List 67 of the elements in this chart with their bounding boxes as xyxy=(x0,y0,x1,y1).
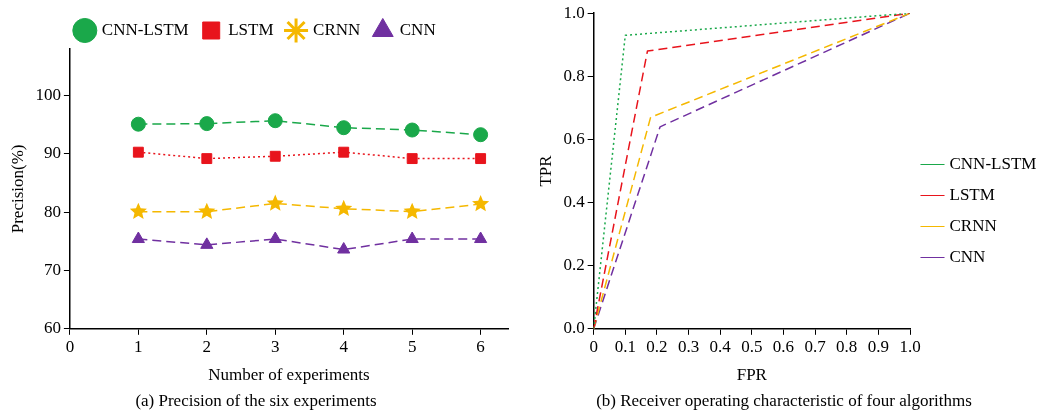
y-tick-label: 80 xyxy=(43,201,61,221)
point xyxy=(130,116,146,132)
x-tick-label: 5 xyxy=(407,337,417,357)
point xyxy=(268,231,282,244)
point xyxy=(199,116,215,132)
point xyxy=(269,150,281,162)
point xyxy=(266,194,284,211)
x-tick-label: 0.8 xyxy=(836,337,858,357)
legend-label: CRNN xyxy=(949,215,997,235)
text: (b) Receiver operating characteristic of four algorithms xyxy=(596,391,972,411)
legend-label: CNN xyxy=(399,19,436,39)
legend-label: CRNN xyxy=(313,19,361,39)
legend-label: LSTM xyxy=(949,184,995,204)
x-tick-label: 0.1 xyxy=(614,337,636,357)
point xyxy=(472,195,490,212)
x-tick-label: 4 xyxy=(339,337,349,357)
point xyxy=(474,231,488,244)
point xyxy=(132,146,144,158)
y-tick-label: 0.0 xyxy=(563,318,585,338)
point xyxy=(198,202,216,219)
text: (a) Precision of the six experiments xyxy=(135,391,377,411)
point xyxy=(201,153,213,165)
point xyxy=(473,127,489,143)
x-tick-label: 2 xyxy=(202,337,212,357)
x-tick-label: 6 xyxy=(476,337,485,357)
point xyxy=(200,237,214,249)
legend-label: CNN xyxy=(949,246,986,266)
x-tick-label: 3 xyxy=(271,337,280,357)
x-tick-label: 0.6 xyxy=(772,337,795,357)
point xyxy=(129,202,147,219)
point xyxy=(131,231,145,244)
legend-label: LSTM xyxy=(228,19,274,39)
x-tick-label: 0.7 xyxy=(804,337,827,357)
point xyxy=(336,120,352,136)
point xyxy=(405,231,419,244)
point xyxy=(404,122,420,138)
x-tick-label: 0.3 xyxy=(677,337,700,357)
legend-label: CNN-LSTM xyxy=(949,153,1037,173)
y-tick-label: 0.2 xyxy=(563,255,585,275)
y-axis-title: Precision(%) xyxy=(7,144,27,234)
x-tick-label: 0 xyxy=(65,337,75,357)
x-tick-label: 1 xyxy=(134,337,143,357)
x-tick-label: 1.0 xyxy=(899,337,921,357)
point xyxy=(475,153,487,165)
point xyxy=(267,113,283,129)
point xyxy=(406,153,418,165)
point xyxy=(337,242,351,254)
y-tick-label: 0.4 xyxy=(563,192,586,212)
y-tick-label: 0.6 xyxy=(563,128,585,148)
y-tick-label: 70 xyxy=(43,259,61,279)
x-axis-title: FPR xyxy=(736,364,768,384)
point xyxy=(335,199,353,216)
point xyxy=(403,202,421,219)
x-tick-label: 0.5 xyxy=(741,337,763,357)
x-tick-label: 0.4 xyxy=(709,337,732,357)
x-axis-title: Number of experiments xyxy=(208,364,370,384)
y-tick-label: 0.8 xyxy=(563,65,585,85)
y-tick-label: 90 xyxy=(43,143,61,163)
point xyxy=(338,146,350,158)
y-tick-label: 60 xyxy=(43,318,61,338)
x-tick-label: 0 xyxy=(589,337,598,357)
y-tick-label: 100 xyxy=(35,85,61,105)
x-tick-label: 0.2 xyxy=(646,337,668,357)
y-axis-title: TPR xyxy=(535,154,555,187)
x-tick-label: 0.9 xyxy=(867,337,889,357)
legend-label: CNN-LSTM xyxy=(101,19,189,39)
y-tick-label: 1.0 xyxy=(563,2,585,22)
